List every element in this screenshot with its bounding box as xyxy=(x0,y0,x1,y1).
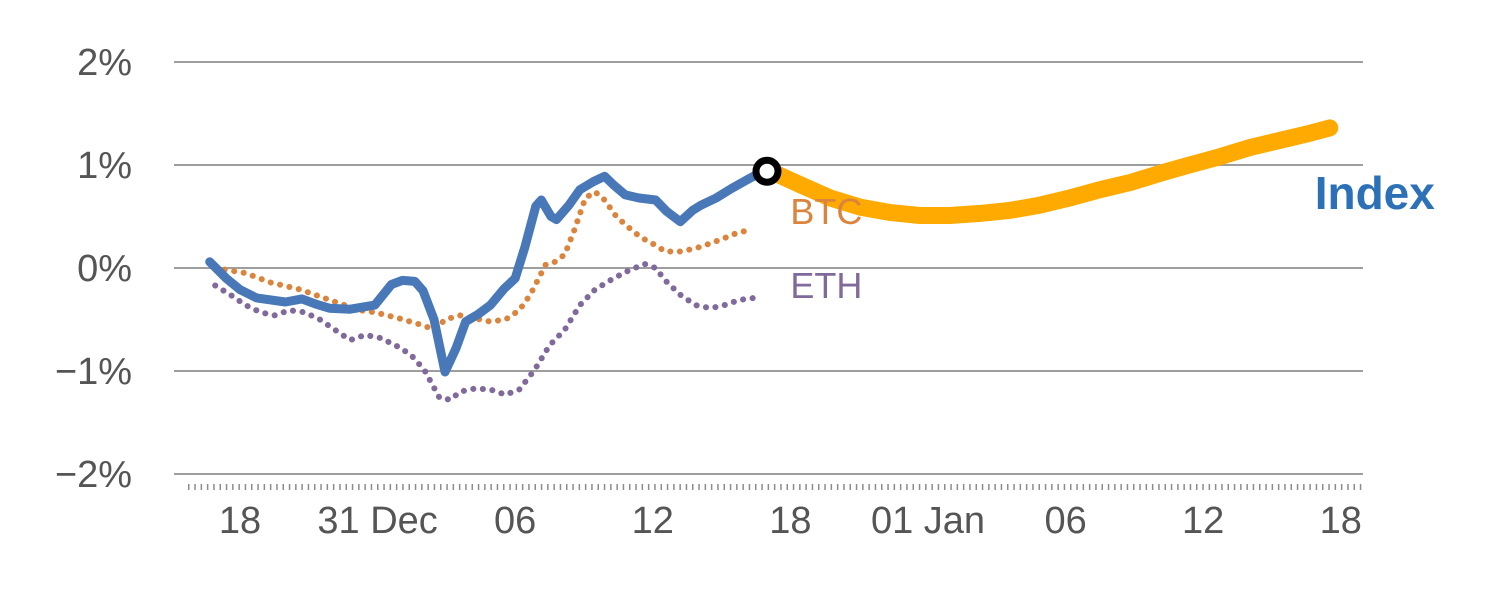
series-label-index: Index xyxy=(1315,167,1436,219)
y-tick-label: 2% xyxy=(77,42,132,84)
series-label-btc: BTC xyxy=(790,191,862,232)
x-tick-label: 18 xyxy=(219,500,261,542)
y-tick-label: −2% xyxy=(55,454,132,496)
x-tick-label: 01 Jan xyxy=(871,500,985,542)
x-tick-label: 06 xyxy=(494,500,536,542)
series-line-eth xyxy=(212,260,758,403)
series-label-eth: ETH xyxy=(790,265,862,306)
x-tick-label: 12 xyxy=(1182,500,1224,542)
y-tick-label: 0% xyxy=(77,248,132,290)
y-tick-label: 1% xyxy=(77,145,132,187)
series-line-index-forecast xyxy=(759,119,1339,224)
series-line-btc xyxy=(212,188,751,333)
current-value-marker xyxy=(752,156,782,186)
x-tick-label: 18 xyxy=(1320,500,1362,542)
x-tick-label: 31 Dec xyxy=(317,500,437,542)
x-tick-label: 18 xyxy=(769,500,811,542)
x-tick-label: 06 xyxy=(1044,500,1086,542)
series-line-index xyxy=(205,166,768,377)
y-tick-label: −1% xyxy=(55,351,132,393)
x-tick-label: 12 xyxy=(632,500,674,542)
